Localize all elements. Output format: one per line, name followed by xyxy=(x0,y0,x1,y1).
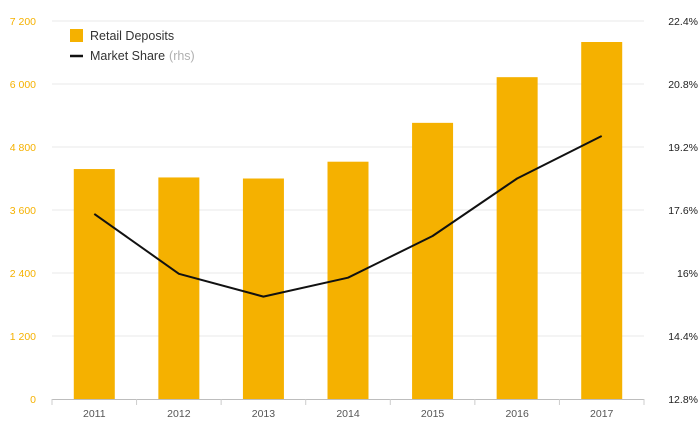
left-tick-label: 3 600 xyxy=(10,205,36,217)
legend-note-rhs: (rhs) xyxy=(169,49,195,63)
left-tick-label: 2 400 xyxy=(10,268,36,280)
market-share-line xyxy=(93,135,603,298)
left-tick-label: 7 200 xyxy=(10,16,36,28)
left-tick-label: 1 200 xyxy=(10,331,36,343)
x-tick-label: 2017 xyxy=(590,408,614,420)
right-tick-label: 17.6% xyxy=(668,205,698,217)
bar xyxy=(242,178,284,399)
right-tick-label: 22.4% xyxy=(668,16,698,28)
x-tick-label: 2016 xyxy=(505,408,529,420)
legend-label-market-share: Market Share xyxy=(90,49,165,63)
left-tick-label: 4 800 xyxy=(10,142,36,154)
x-tick-label: 2011 xyxy=(83,408,106,420)
bar xyxy=(158,177,200,399)
right-tick-label: 16% xyxy=(677,268,698,280)
x-tick-label: 2013 xyxy=(252,408,276,420)
right-tick-label: 19.2% xyxy=(668,142,698,154)
legend-label-retail-deposits: Retail Deposits xyxy=(90,29,174,43)
bar xyxy=(581,42,623,399)
x-tick-label: 2012 xyxy=(167,408,191,420)
legend-swatch-retail-deposits xyxy=(70,29,83,42)
right-tick-label: 12.8% xyxy=(668,394,698,406)
right-tick-label: 20.8% xyxy=(668,79,698,91)
right-tick-label: 14.4% xyxy=(668,331,698,343)
left-tick-label: 0 xyxy=(30,394,36,406)
bar xyxy=(73,169,115,399)
bar xyxy=(496,77,538,400)
left-tick-label: 6 000 xyxy=(10,79,36,91)
x-tick-label: 2015 xyxy=(421,408,445,420)
x-tick-label: 2014 xyxy=(336,408,360,420)
bar xyxy=(412,122,454,399)
